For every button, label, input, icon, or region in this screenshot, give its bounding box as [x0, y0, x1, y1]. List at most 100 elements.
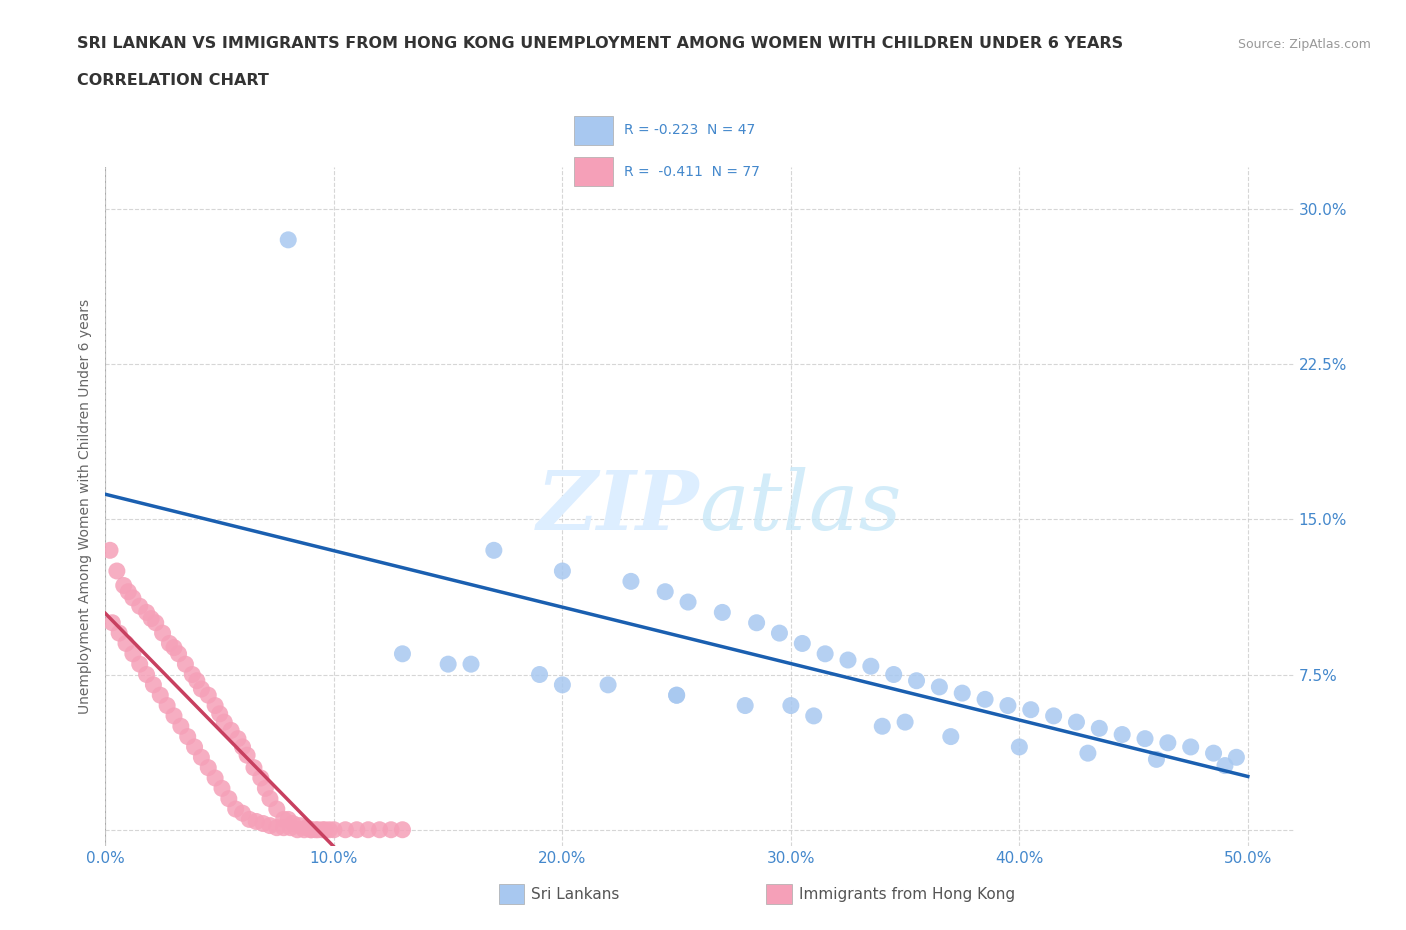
- Point: [236, 748, 259, 763]
- Point: [551, 564, 574, 578]
- Point: [167, 646, 190, 661]
- Point: [1133, 731, 1156, 746]
- Point: [277, 232, 299, 247]
- Point: [654, 584, 676, 599]
- Point: [135, 667, 157, 682]
- Point: [156, 698, 179, 713]
- Bar: [574, 157, 613, 186]
- Point: [135, 605, 157, 620]
- Point: [292, 822, 315, 837]
- Point: [905, 673, 928, 688]
- Text: ZIP: ZIP: [537, 467, 700, 547]
- Point: [122, 646, 145, 661]
- Text: Source: ZipAtlas.com: Source: ZipAtlas.com: [1237, 38, 1371, 51]
- Point: [803, 709, 825, 724]
- Point: [768, 626, 790, 641]
- Point: [250, 771, 273, 786]
- Point: [939, 729, 962, 744]
- Point: [734, 698, 756, 713]
- Point: [152, 626, 174, 641]
- Text: SRI LANKAN VS IMMIGRANTS FROM HONG KONG UNEMPLOYMENT AMONG WOMEN WITH CHILDREN U: SRI LANKAN VS IMMIGRANTS FROM HONG KONG …: [77, 36, 1123, 51]
- Point: [122, 591, 145, 605]
- Point: [197, 760, 219, 775]
- Point: [859, 658, 882, 673]
- Point: [226, 731, 249, 746]
- Point: [163, 640, 186, 655]
- Point: [101, 616, 124, 631]
- Point: [149, 688, 172, 703]
- Point: [1213, 758, 1236, 773]
- Point: [1157, 736, 1180, 751]
- Point: [1144, 752, 1167, 767]
- Point: [318, 822, 340, 837]
- Point: [299, 822, 322, 837]
- Point: [190, 750, 212, 764]
- Point: [620, 574, 643, 589]
- Point: [266, 820, 288, 835]
- Point: [322, 822, 346, 837]
- Point: [950, 685, 973, 700]
- Point: [665, 688, 688, 703]
- Point: [259, 791, 281, 806]
- Point: [211, 781, 233, 796]
- Point: [335, 822, 357, 837]
- Point: [142, 677, 165, 692]
- Point: [281, 817, 304, 831]
- Point: [254, 781, 277, 796]
- Point: [974, 692, 997, 707]
- Point: [1077, 746, 1099, 761]
- Point: [551, 677, 574, 692]
- Point: [814, 646, 837, 661]
- Point: [380, 822, 402, 837]
- Point: [170, 719, 193, 734]
- Point: [273, 820, 295, 835]
- Point: [190, 682, 212, 697]
- Point: [837, 653, 859, 668]
- Point: [266, 802, 288, 817]
- Point: [128, 657, 150, 671]
- Point: [288, 818, 311, 833]
- Point: [1042, 709, 1064, 724]
- Point: [117, 584, 139, 599]
- Point: [231, 739, 254, 754]
- Point: [1180, 739, 1202, 754]
- Point: [311, 822, 333, 837]
- Point: [665, 688, 688, 703]
- Point: [295, 820, 318, 835]
- Point: [391, 822, 413, 837]
- Point: [1202, 746, 1225, 761]
- Point: [204, 771, 226, 786]
- Point: [299, 822, 322, 837]
- Point: [181, 667, 204, 682]
- Point: [1066, 714, 1088, 729]
- Point: [243, 760, 266, 775]
- Point: [98, 543, 121, 558]
- Point: [1111, 727, 1133, 742]
- Point: [108, 626, 131, 641]
- Point: [711, 605, 734, 620]
- Text: R =  -0.411  N = 77: R = -0.411 N = 77: [624, 165, 761, 179]
- Point: [872, 719, 894, 734]
- Point: [105, 564, 128, 578]
- Point: [252, 817, 274, 831]
- Point: [460, 657, 482, 671]
- Point: [894, 714, 917, 729]
- Text: CORRELATION CHART: CORRELATION CHART: [77, 73, 269, 88]
- Point: [159, 636, 180, 651]
- Point: [218, 791, 240, 806]
- Point: [745, 616, 768, 631]
- Point: [357, 822, 380, 837]
- Point: [186, 673, 208, 688]
- Point: [1019, 702, 1042, 717]
- Point: [141, 611, 163, 626]
- Y-axis label: Unemployment Among Women with Children Under 6 years: Unemployment Among Women with Children U…: [79, 299, 93, 714]
- Point: [779, 698, 801, 713]
- Point: [482, 543, 505, 558]
- Point: [225, 802, 247, 817]
- Point: [245, 814, 267, 829]
- Point: [177, 729, 200, 744]
- Point: [163, 709, 186, 724]
- Point: [204, 698, 226, 713]
- Point: [208, 707, 231, 722]
- Text: Immigrants from Hong Kong: Immigrants from Hong Kong: [799, 887, 1015, 902]
